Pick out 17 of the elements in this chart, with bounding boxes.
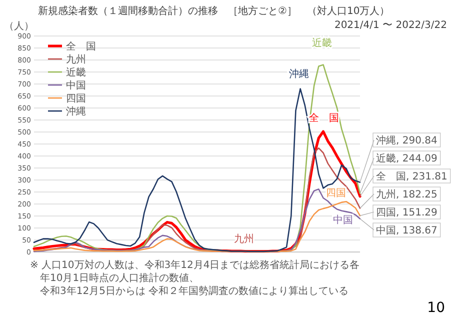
- annotation: 沖縄: [289, 69, 309, 80]
- annotation: 中国: [333, 215, 353, 226]
- annotation: 令和3年12月5日からは 令和２年国勢調査の数値により算出している: [40, 286, 349, 297]
- annotation: 沖縄, 290.84: [376, 136, 438, 146]
- annotation: 近畿: [312, 38, 332, 49]
- annotation: 九州: [234, 234, 254, 245]
- annotation: ※ 人口10万対の人数は、令和3年12月4日までは総務省統計局における各年10月1日時点の人口推計の数値、: [30, 260, 360, 284]
- annotation: 中国, 138.67: [376, 226, 438, 236]
- annotation: 四国, 151.29: [376, 208, 438, 218]
- annotation: 四国: [326, 188, 346, 199]
- title: 新規感染者数（１週間移動合計）の推移 ［地方ごと②］ （対人口10万人）: [38, 6, 390, 17]
- annotation: 九州, 182.25: [376, 190, 438, 200]
- annotation: 10: [427, 300, 445, 316]
- subtitle: 2021/4/1 〜 2022/3/22: [334, 20, 447, 31]
- annotation: 全 国, 231.81: [376, 172, 448, 182]
- annotation: 近畿, 244.09: [376, 154, 438, 164]
- ylabel: （人）: [4, 21, 34, 32]
